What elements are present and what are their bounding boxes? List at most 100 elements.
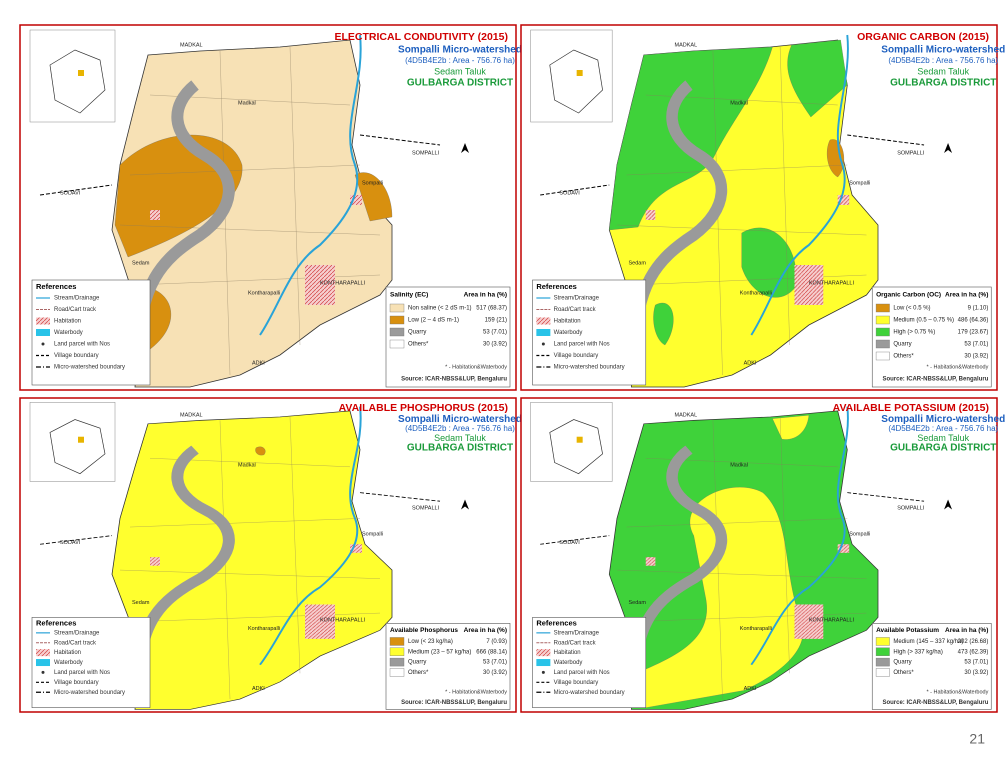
parcel-line [631, 274, 867, 286]
village-label: Kontharapalli [248, 290, 280, 296]
map-taluk: Sedam Taluk [917, 433, 969, 443]
habitation [837, 544, 850, 553]
reference-label: Habitation [54, 319, 81, 325]
legend-title: Available Potassium [876, 627, 939, 634]
village-label: SOMPALLI [412, 150, 440, 156]
parcel-line [616, 569, 867, 579]
ref-swatch [36, 659, 50, 667]
legend-swatch [875, 647, 890, 656]
north-arrow [944, 499, 953, 510]
legend-label: Others* [893, 354, 914, 360]
reference-label: Micro-watershed boundary [554, 365, 625, 371]
legend-title: Organic Carbon (OC) [876, 292, 941, 299]
legend-note: * - Habitation&Waterbody [927, 364, 989, 370]
ref-swatch [41, 342, 45, 346]
legend-frame [385, 286, 511, 388]
legend: Organic Carbon (OC) Area in ha (%) Low (< … [871, 286, 992, 388]
reference-label: Waterbody [554, 660, 583, 666]
legend-label: Non saline (< 2 dS m-1) [408, 306, 472, 312]
map-subtitle: Sompalli Micro-watershed [881, 414, 1005, 425]
legend-area: 53 (7.01) [964, 342, 988, 348]
stream [259, 406, 362, 666]
legend-source: Source: ICAR-NBSS&LUP, Bengaluru [882, 377, 988, 383]
quarry [132, 445, 235, 683]
legend-area-header: Area in ha (%) [945, 627, 988, 634]
legend-label: Quarry [893, 342, 911, 348]
reference-label: Land parcel with Nos [54, 670, 110, 676]
map-panel: AVAILABLE POTASSIUM (2015)Sompalli Micro… [520, 397, 1005, 713]
parcel-line [119, 569, 381, 579]
village-label: Sompalli [849, 180, 870, 186]
legend-swatch [389, 327, 405, 337]
village-label: SODAVI [559, 540, 580, 546]
locator-map [49, 49, 106, 114]
village-label: SOMPALLI [897, 506, 925, 512]
village-label: Sedam [628, 260, 646, 266]
habitation [305, 604, 335, 639]
references-box: References Stream/Drainage Road/Cart track… [31, 617, 151, 708]
map-district: GULBARGA DISTRICT [407, 78, 513, 89]
village-label: MADKAL [180, 42, 203, 48]
locator-map [549, 49, 603, 114]
reference-label: Village boundary [54, 680, 99, 686]
village-label: ADKI [744, 360, 757, 366]
references-frame [31, 279, 151, 386]
map-title: AVAILABLE PHOSPHORUS (2015) [339, 402, 508, 414]
legend-label: Others* [408, 670, 429, 676]
legend-label: Quarry [893, 660, 911, 666]
village-label: ADKI [744, 686, 757, 692]
quarry [628, 80, 728, 356]
map-body [540, 34, 925, 388]
reference-label: Stream/Drainage [54, 296, 100, 302]
village-label: Kontharapalli [740, 626, 772, 632]
village-label: SODAVI [60, 540, 81, 546]
legend-frame [871, 286, 992, 388]
parcel-line [119, 224, 381, 236]
village-label: Madkal [730, 100, 748, 106]
reference-label: Village boundary [554, 680, 599, 686]
legend-label: Low (< 0.5 %) [893, 306, 930, 312]
ref-swatch [41, 670, 45, 674]
habitation [305, 265, 335, 305]
village-label: Sedam [132, 260, 150, 266]
legend-swatch [875, 351, 890, 361]
locator-map [549, 419, 603, 475]
village-label: SOMPALLI [897, 150, 925, 156]
legend-swatch [875, 327, 890, 337]
legend-label: Medium (23 – 57 kg/ha) [408, 649, 471, 655]
legend-area: 30 (3.92) [483, 670, 507, 676]
map-subtitle: Sompalli Micro-watershed [881, 45, 1005, 56]
legend-swatch [389, 315, 405, 325]
references-frame [532, 617, 647, 708]
parcel-line [616, 224, 867, 236]
reference-label: Micro-watershed boundary [54, 365, 125, 371]
legend-note: * - Habitation&Waterbody [445, 690, 507, 696]
map-area: (4D5B4E2b : Area - 756.76 ha) [405, 424, 515, 433]
legend-swatch [875, 657, 890, 667]
reference-label: Stream/Drainage [54, 630, 100, 636]
ref-swatch [541, 342, 545, 346]
references-frame [31, 617, 151, 708]
parcel-line [631, 612, 867, 622]
class-patch [826, 139, 845, 178]
references-box: References Stream/Drainage Road/Cart track… [532, 617, 647, 708]
village-label: Madkal [238, 100, 256, 106]
parcel-line [626, 164, 848, 176]
map-panel: ELECTRICAL CONDUTIVITY (2015) Sompalli Mi… [19, 24, 522, 391]
legend-area: 9 (1.10) [968, 306, 989, 312]
reference-label: Micro-watershed boundary [554, 690, 625, 696]
village-label: SODAVI [559, 190, 580, 196]
reference-label: Land parcel with Nos [554, 342, 610, 348]
map-title: ORGANIC CARBON (2015) [857, 31, 989, 43]
village-label: Sompalli [362, 531, 383, 537]
parcel-line [289, 416, 301, 674]
map-panel: ORGANIC CARBON (2015) Sompalli Micro-wate… [520, 24, 1005, 391]
legend-note: * - Habitation&Waterbody [927, 690, 989, 696]
habitation [150, 210, 160, 220]
legend-title: Salinity (EC) [390, 292, 428, 299]
reference-label: Road/Cart track [554, 640, 597, 646]
village-label: Sedam [628, 600, 646, 606]
village-label: Sompalli [849, 531, 870, 537]
parcel-line [134, 274, 381, 286]
legend-swatch [389, 668, 405, 677]
